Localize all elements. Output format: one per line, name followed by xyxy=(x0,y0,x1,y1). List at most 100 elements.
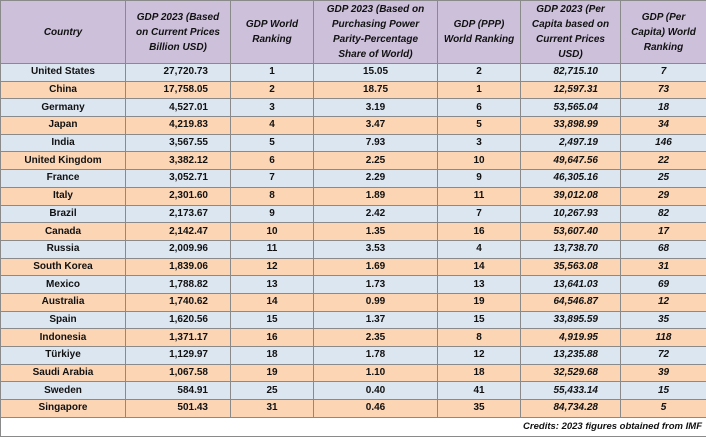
value-cell: 8 xyxy=(437,328,521,347)
value-cell: 4 xyxy=(437,239,521,259)
value-cell: 22 xyxy=(620,151,706,171)
value-cell: 1.69 xyxy=(313,257,438,277)
value-cell: 31 xyxy=(230,399,314,418)
value-cell: 2.42 xyxy=(313,204,438,224)
value-cell: 584.91 xyxy=(125,381,231,401)
value-cell: 7 xyxy=(230,169,314,188)
country-cell: Russia xyxy=(0,239,126,259)
value-cell: 6 xyxy=(230,151,314,171)
table-row: Spain 1,620.56 15 1.37 15 33,895.59 35 xyxy=(0,310,706,330)
value-cell: 2,009.96 xyxy=(125,239,231,259)
value-cell: 14 xyxy=(437,257,521,277)
value-cell: 8 xyxy=(230,186,314,206)
value-cell: 501.43 xyxy=(125,399,231,418)
value-cell: 2.29 xyxy=(313,169,438,188)
country-cell: India xyxy=(0,133,126,153)
value-cell: 46,305.16 xyxy=(520,169,621,188)
country-cell: United States xyxy=(0,63,126,82)
credits-row: Credits: 2023 figures obtained from IMF xyxy=(0,416,706,437)
table-row: Türkiye 1,129.97 18 1.78 12 13,235.88 72 xyxy=(0,346,706,365)
value-cell: 69 xyxy=(620,275,706,294)
country-cell: Japan xyxy=(0,116,126,135)
country-cell: Türkiye xyxy=(0,346,126,365)
value-cell: 15.05 xyxy=(313,63,438,82)
value-cell: 0.99 xyxy=(313,292,438,312)
value-cell: 39,012.08 xyxy=(520,186,621,206)
table-row: South Korea 1,839.06 12 1.69 14 35,563.08 31 xyxy=(0,257,706,277)
value-cell: 3,567.55 xyxy=(125,133,231,153)
country-cell: Indonesia xyxy=(0,328,126,347)
value-cell: 7 xyxy=(620,63,706,82)
country-cell: Mexico xyxy=(0,275,126,294)
value-cell: 3.47 xyxy=(313,116,438,135)
value-cell: 11 xyxy=(437,186,521,206)
table-row: Germany 4,527.01 3 3.19 6 53,565.04 18 xyxy=(0,98,706,118)
value-cell: 6 xyxy=(437,98,521,118)
value-cell: 16 xyxy=(230,328,314,347)
table-row: Indonesia 1,371.17 16 2.35 8 4,919.95 118 xyxy=(0,328,706,347)
value-cell: 25 xyxy=(230,381,314,401)
value-cell: 18.75 xyxy=(313,80,438,100)
table-row: Australia 1,740.62 14 0.99 19 64,546.87 12 xyxy=(0,292,706,312)
value-cell: 1.10 xyxy=(313,363,438,383)
value-cell: 0.46 xyxy=(313,399,438,418)
country-cell: Germany xyxy=(0,98,126,118)
value-cell: 18 xyxy=(620,98,706,118)
value-cell: 2,142.47 xyxy=(125,222,231,241)
table-row: Russia 2,009.96 11 3.53 4 13,738.70 68 xyxy=(0,239,706,259)
country-cell: United Kingdom xyxy=(0,151,126,171)
table-row: India 3,567.55 5 7.93 3 2,497.19 146 xyxy=(0,133,706,153)
value-cell: 4,919.95 xyxy=(520,328,621,347)
header-row: Country GDP 2023 (Based on Current Prices… xyxy=(0,0,706,64)
value-cell: 53,565.04 xyxy=(520,98,621,118)
value-cell: 15 xyxy=(437,310,521,330)
value-cell: 41 xyxy=(437,381,521,401)
table-row: Italy 2,301.60 8 1.89 11 39,012.08 29 xyxy=(0,186,706,206)
value-cell: 17,758.05 xyxy=(125,80,231,100)
value-cell: 4 xyxy=(230,116,314,135)
value-cell: 7 xyxy=(437,204,521,224)
value-cell: 12,597.31 xyxy=(520,80,621,100)
value-cell: 53,607.40 xyxy=(520,222,621,241)
table-row: France 3,052.71 7 2.29 9 46,305.16 25 xyxy=(0,169,706,188)
header-cell: GDP (Per Capita) World Ranking xyxy=(620,0,706,64)
value-cell: 1,129.97 xyxy=(125,346,231,365)
value-cell: 31 xyxy=(620,257,706,277)
table-row: Sweden 584.91 25 0.40 41 55,433.14 15 xyxy=(0,381,706,401)
value-cell: 7.93 xyxy=(313,133,438,153)
value-cell: 12 xyxy=(437,346,521,365)
country-cell: Italy xyxy=(0,186,126,206)
value-cell: 35 xyxy=(620,310,706,330)
header-cell: GDP (PPP) World Ranking xyxy=(437,0,521,64)
value-cell: 1,839.06 xyxy=(125,257,231,277)
value-cell: 11 xyxy=(230,239,314,259)
country-cell: Brazil xyxy=(0,204,126,224)
value-cell: 118 xyxy=(620,328,706,347)
value-cell: 4,219.83 xyxy=(125,116,231,135)
table-row: Brazil 2,173.67 9 2.42 7 10,267.93 82 xyxy=(0,204,706,224)
value-cell: 13,641.03 xyxy=(520,275,621,294)
value-cell: 17 xyxy=(620,222,706,241)
table-row: Saudi Arabia 1,067.58 19 1.10 18 32,529.68 39 xyxy=(0,363,706,383)
value-cell: 10 xyxy=(230,222,314,241)
value-cell: 2,173.67 xyxy=(125,204,231,224)
value-cell: 13 xyxy=(437,275,521,294)
value-cell: 27,720.73 xyxy=(125,63,231,82)
value-cell: 4,527.01 xyxy=(125,98,231,118)
country-cell: Sweden xyxy=(0,381,126,401)
table-row: Japan 4,219.83 4 3.47 5 33,898.99 34 xyxy=(0,116,706,135)
table-row: China 17,758.05 2 18.75 1 12,597.31 73 xyxy=(0,80,706,100)
value-cell: 1.37 xyxy=(313,310,438,330)
header-cell: GDP 2023 (Based on Current Prices Billio… xyxy=(125,0,231,64)
value-cell: 13 xyxy=(230,275,314,294)
table-row: United States 27,720.73 1 15.05 2 82,715.10 7 xyxy=(0,63,706,82)
value-cell: 19 xyxy=(230,363,314,383)
value-cell: 2 xyxy=(230,80,314,100)
table-body: United States 27,720.73 1 15.05 2 82,715.10 7 C… xyxy=(0,63,706,437)
country-cell: China xyxy=(0,80,126,100)
value-cell: 82 xyxy=(620,204,706,224)
value-cell: 55,433.14 xyxy=(520,381,621,401)
value-cell: 1.78 xyxy=(313,346,438,365)
country-cell: Singapore xyxy=(0,399,126,418)
